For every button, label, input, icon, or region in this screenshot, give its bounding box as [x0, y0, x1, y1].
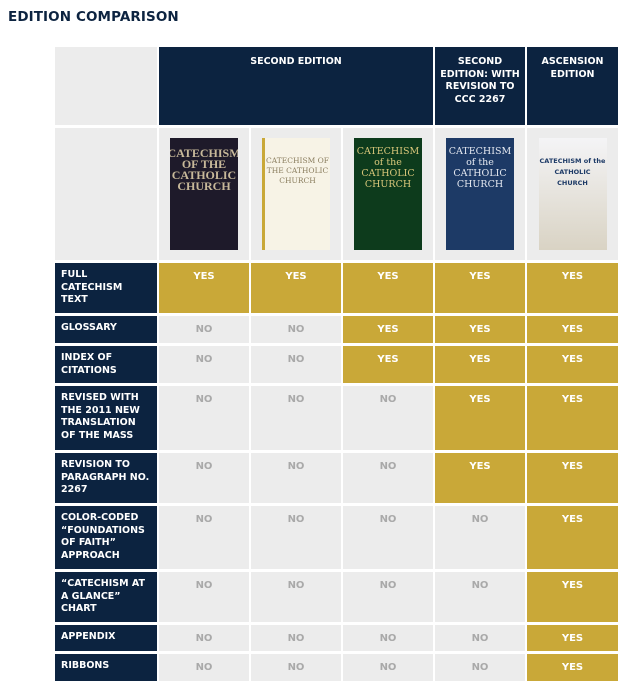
value-cell: YES [527, 386, 618, 450]
corner-cell [55, 47, 157, 125]
value-cell: YES [435, 346, 525, 383]
row-label: REVISION TO PARAGRAPH NO. 2267 [55, 453, 157, 503]
value-cell: NO [251, 506, 341, 569]
comparison-table: SECOND EDITION SECOND EDITION: WITH REVI… [55, 47, 618, 681]
value-cell: NO [159, 506, 249, 569]
value-cell: YES [435, 263, 525, 313]
value-cell: YES [527, 654, 618, 681]
row-label: INDEX OF CITATIONS [55, 346, 157, 383]
value-cell: NO [159, 346, 249, 383]
value-cell: YES [343, 263, 433, 313]
row-label: GLOSSARY [55, 316, 157, 343]
value-cell: NO [251, 625, 341, 651]
value-cell: YES [527, 316, 618, 343]
value-cell: NO [435, 625, 525, 651]
value-cell: NO [343, 572, 433, 622]
value-cell: NO [343, 625, 433, 651]
value-cell: YES [343, 346, 433, 383]
value-cell: NO [251, 572, 341, 622]
value-cell: YES [435, 453, 525, 503]
header-second-edition: SECOND EDITION [159, 47, 433, 125]
page-title: EDITION COMPARISON [8, 9, 179, 25]
row-label: COLOR-CODED “FOUNDATIONS OF FAITH” APPRO… [55, 506, 157, 569]
value-cell: NO [251, 386, 341, 450]
header-second-edition-revision: SECOND EDITION: WITH REVISION TO CCC 226… [435, 47, 525, 125]
value-cell: YES [159, 263, 249, 313]
book-cover-image: CATECHISM of the CATHOLIC CHURCH [354, 138, 422, 250]
value-cell: NO [343, 453, 433, 503]
header-ascension-edition: ASCENSION EDITION [527, 47, 618, 125]
value-cell: NO [251, 346, 341, 383]
value-cell: NO [343, 386, 433, 450]
cover-cell: CATECHISM of the CATHOLIC CHURCH [435, 128, 525, 260]
cover-cell: CATECHISM of the CATHOLIC CHURCH [527, 128, 618, 260]
image-row-label [55, 128, 157, 260]
cover-cell: CATECHISM of the CATHOLIC CHURCH [343, 128, 433, 260]
value-cell: YES [527, 263, 618, 313]
cover-cell: CATECHISM OF THE CATHOLIC CHURCH [159, 128, 249, 260]
value-cell: YES [251, 263, 341, 313]
value-cell: NO [435, 654, 525, 681]
value-cell: YES [527, 506, 618, 569]
row-label: “CATECHISM AT A GLANCE” CHART [55, 572, 157, 622]
value-cell: YES [435, 386, 525, 450]
book-cover-image: CATECHISM of the CATHOLIC CHURCH [538, 138, 607, 250]
value-cell: YES [527, 346, 618, 383]
value-cell: NO [343, 654, 433, 681]
value-cell: NO [251, 316, 341, 343]
value-cell: NO [159, 654, 249, 681]
value-cell: NO [159, 316, 249, 343]
row-label: APPENDIX [55, 625, 157, 651]
row-label: FULL CATECHISM TEXT [55, 263, 157, 313]
value-cell: NO [159, 572, 249, 622]
value-cell: YES [527, 572, 618, 622]
value-cell: NO [159, 386, 249, 450]
value-cell: YES [435, 316, 525, 343]
value-cell: NO [159, 453, 249, 503]
value-cell: NO [251, 654, 341, 681]
value-cell: YES [527, 625, 618, 651]
book-cover-image: CATECHISM OF THE CATHOLIC CHURCH [262, 138, 330, 250]
cover-cell: CATECHISM OF THE CATHOLIC CHURCH [251, 128, 341, 260]
row-label: RIBBONS [55, 654, 157, 681]
value-cell: YES [343, 316, 433, 343]
value-cell: NO [159, 625, 249, 651]
value-cell: YES [527, 453, 618, 503]
value-cell: NO [343, 506, 433, 569]
value-cell: NO [435, 506, 525, 569]
value-cell: NO [251, 453, 341, 503]
value-cell: NO [435, 572, 525, 622]
book-cover-image: CATECHISM of the CATHOLIC CHURCH [446, 138, 514, 250]
book-cover-image: CATECHISM OF THE CATHOLIC CHURCH [170, 138, 238, 250]
row-label: REVISED WITH THE 2011 NEW TRANSLATION OF… [55, 386, 157, 450]
